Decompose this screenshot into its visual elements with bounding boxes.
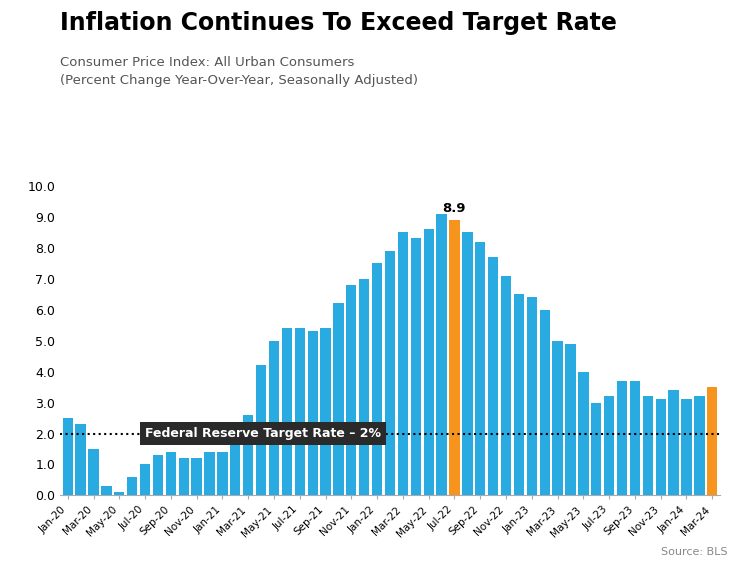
Bar bbox=[591, 403, 602, 495]
Bar bbox=[166, 452, 176, 495]
Bar bbox=[501, 275, 512, 495]
Bar bbox=[308, 331, 318, 495]
Bar bbox=[475, 242, 485, 495]
Bar bbox=[616, 381, 627, 495]
Bar bbox=[566, 343, 576, 495]
Bar bbox=[256, 365, 266, 495]
Bar bbox=[243, 415, 254, 495]
Bar bbox=[668, 390, 679, 495]
Bar bbox=[604, 396, 614, 495]
Bar bbox=[411, 238, 421, 495]
Text: 8.9: 8.9 bbox=[442, 202, 466, 215]
Bar bbox=[372, 263, 382, 495]
Bar bbox=[526, 297, 537, 495]
Bar bbox=[514, 294, 524, 495]
Bar bbox=[230, 443, 241, 495]
Bar bbox=[217, 452, 227, 495]
Bar bbox=[436, 213, 447, 495]
Bar bbox=[630, 381, 640, 495]
Bar bbox=[282, 328, 292, 495]
Bar bbox=[320, 328, 331, 495]
Bar bbox=[359, 279, 369, 495]
Bar bbox=[681, 399, 692, 495]
Bar bbox=[140, 464, 150, 495]
Bar bbox=[707, 387, 718, 495]
Text: Inflation Continues To Exceed Target Rate: Inflation Continues To Exceed Target Rat… bbox=[60, 11, 616, 35]
Bar bbox=[385, 251, 395, 495]
Bar bbox=[76, 425, 86, 495]
Bar bbox=[101, 486, 112, 495]
Bar bbox=[191, 458, 202, 495]
Bar bbox=[62, 418, 73, 495]
Bar bbox=[88, 449, 99, 495]
Bar bbox=[539, 310, 550, 495]
Bar bbox=[295, 328, 305, 495]
Bar bbox=[488, 257, 498, 495]
Bar bbox=[114, 492, 125, 495]
Bar bbox=[398, 232, 408, 495]
Bar bbox=[153, 455, 164, 495]
Text: Federal Reserve Target Rate – 2%: Federal Reserve Target Rate – 2% bbox=[145, 427, 381, 440]
Bar bbox=[333, 303, 344, 495]
Bar bbox=[127, 477, 137, 495]
Bar bbox=[268, 341, 279, 495]
Bar bbox=[462, 232, 472, 495]
Bar bbox=[424, 229, 433, 495]
Bar bbox=[449, 220, 460, 495]
Text: Consumer Price Index: All Urban Consumers
(Percent Change Year-Over-Year, Season: Consumer Price Index: All Urban Consumer… bbox=[60, 56, 418, 87]
Bar bbox=[578, 372, 589, 495]
Bar bbox=[694, 396, 704, 495]
Bar bbox=[346, 285, 356, 495]
Bar bbox=[204, 452, 214, 495]
Bar bbox=[553, 341, 562, 495]
Bar bbox=[656, 399, 666, 495]
Bar bbox=[643, 396, 653, 495]
Bar bbox=[178, 458, 189, 495]
Text: Source: BLS: Source: BLS bbox=[661, 547, 728, 557]
